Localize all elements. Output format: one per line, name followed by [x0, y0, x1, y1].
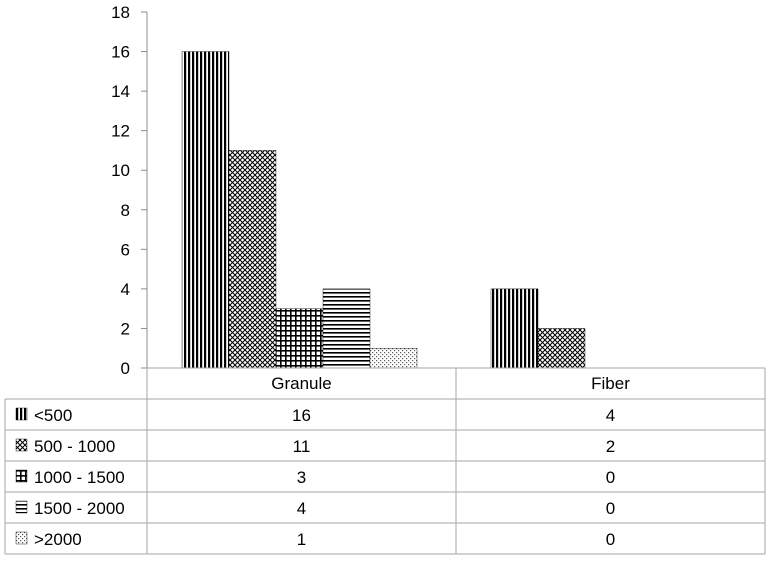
bar-granule-series-3	[322, 288, 371, 369]
y-tick-label: 12	[111, 122, 130, 141]
bars-layer	[181, 51, 586, 369]
y-tick-label: 2	[121, 319, 130, 338]
table-value-cell: 0	[606, 468, 615, 487]
legend-key-swatch	[15, 531, 28, 545]
bar-fiber-series-0	[490, 288, 539, 369]
table-value-cell: 3	[297, 468, 306, 487]
series-name-label: <500	[34, 406, 72, 425]
bar-fiber-series-1	[537, 328, 586, 369]
table-value-cell: 0	[606, 530, 615, 549]
y-tick-label: 10	[111, 161, 130, 180]
series-name-label: 1500 - 2000	[34, 499, 125, 518]
axis-layer: 0 2 4 6 8 10 12 14 16 18	[111, 3, 148, 378]
bar-granule-series-1	[228, 150, 277, 369]
y-tick-label: 18	[111, 3, 130, 22]
y-tick-label: 6	[121, 240, 130, 259]
y-tick-label: 14	[111, 82, 130, 101]
legend-key-swatch	[15, 407, 28, 421]
category-label: Fiber	[591, 374, 630, 393]
data-table: Granule Fiber <500 16 4 500 - 1000 11 2 1000 - 1…	[4, 367, 766, 555]
legend-key-swatch	[15, 500, 28, 514]
table-value-cell: 4	[606, 406, 615, 425]
table-value-cell: 0	[606, 499, 615, 518]
table-value-cell: 11	[293, 437, 311, 456]
y-tick-label: 4	[121, 280, 130, 299]
series-name-label: >2000	[34, 530, 82, 549]
table-value-cell: 2	[606, 437, 615, 456]
bar-granule-series-2	[275, 308, 324, 369]
category-label: Granule	[271, 374, 331, 393]
y-tick-label: 16	[111, 43, 130, 62]
series-name-label: 500 - 1000	[34, 437, 115, 456]
bar-granule-series-0	[181, 51, 230, 369]
legend-key-swatch	[15, 469, 28, 483]
table-value-cell: 4	[297, 499, 306, 518]
table-value-cell: 16	[292, 406, 311, 425]
table-value-cell: 1	[297, 530, 306, 549]
bar-granule-series-4	[369, 348, 418, 369]
y-tick-label: 8	[121, 201, 130, 220]
series-name-label: 1000 - 1500	[34, 468, 125, 487]
y-tick-label: 0	[121, 359, 130, 378]
legend-key-swatch	[15, 438, 28, 452]
